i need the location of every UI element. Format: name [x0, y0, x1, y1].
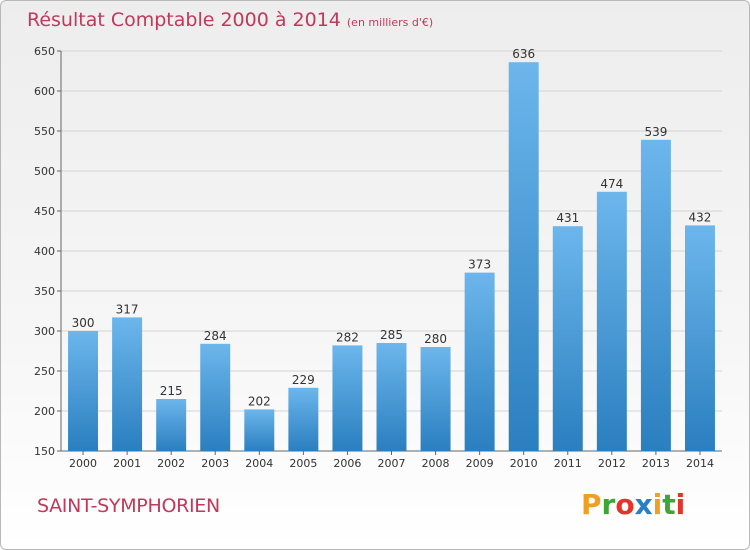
y-tick-label: 500 [34, 165, 55, 178]
chart-title: Résultat Comptable 2000 à 2014 (en millie… [27, 9, 433, 31]
bar [156, 399, 187, 451]
y-tick-label: 600 [34, 85, 55, 98]
bar-value-label: 431 [556, 211, 579, 225]
bar [376, 343, 407, 451]
x-tick-label: 2003 [201, 457, 229, 470]
y-tick-label: 200 [34, 405, 55, 418]
bar-value-label: 215 [160, 384, 183, 398]
y-tick-label: 550 [34, 125, 55, 138]
bar-value-label: 373 [468, 258, 491, 272]
data-labels: 300 317 215 284 202 229 282 285 280 373 636 431 474 5… [72, 47, 712, 408]
x-tick-label: 2001 [113, 457, 141, 470]
x-tick-label: 2005 [289, 457, 317, 470]
x-tick-label: 2006 [333, 457, 361, 470]
bar-value-label: 432 [689, 210, 712, 224]
bar [200, 343, 231, 451]
bar [596, 191, 627, 452]
commune-name: SAINT-SYMPHORIEN [37, 495, 220, 517]
bar-value-label: 317 [116, 302, 139, 316]
logo-letter: x [634, 488, 653, 521]
bar [244, 409, 275, 451]
bar-value-label: 474 [600, 177, 623, 191]
bar [332, 345, 363, 451]
bar-value-label: 285 [380, 328, 403, 342]
proxiti-logo[interactable]: Proxiti [581, 488, 685, 521]
x-tick-label: 2000 [69, 457, 97, 470]
logo-letter: i [675, 488, 686, 521]
x-tick-label: 2014 [686, 457, 714, 470]
bar [68, 331, 99, 451]
bar [552, 226, 583, 451]
y-tick-label: 150 [34, 445, 55, 458]
chart-subtitle: (en milliers d'€) [346, 16, 434, 29]
bar [464, 272, 495, 451]
bar [684, 225, 715, 451]
logo-letter: P [581, 488, 602, 521]
y-tick-label: 350 [34, 285, 55, 298]
x-tick-label: 2009 [466, 457, 494, 470]
y-tick-label: 400 [34, 245, 55, 258]
x-tick-label: 2012 [598, 457, 626, 470]
logo-letter: i [652, 488, 663, 521]
bar-value-label: 284 [204, 329, 227, 343]
y-tick-label: 300 [34, 325, 55, 338]
bars [68, 62, 715, 452]
bar-value-label: 229 [292, 373, 315, 387]
bar [420, 347, 451, 451]
y-tick-label: 450 [34, 205, 55, 218]
x-tick-label: 2013 [642, 457, 670, 470]
bar-value-label: 300 [72, 316, 95, 330]
bar [508, 62, 539, 451]
bar [640, 139, 671, 452]
y-tick-label: 250 [34, 365, 55, 378]
x-tick-label: 2004 [245, 457, 273, 470]
bar [288, 387, 319, 451]
logo-letter: o [615, 488, 635, 521]
bar [112, 317, 143, 451]
logo-letter: r [601, 488, 616, 521]
x-tick-label: 2010 [510, 457, 538, 470]
x-tick-label: 2008 [422, 457, 450, 470]
bar-value-label: 202 [248, 394, 271, 408]
logo-letter: t [662, 488, 676, 521]
y-tick-label: 650 [34, 45, 55, 58]
bar-value-label: 539 [644, 125, 667, 139]
chart-title-text: Résultat Comptable 2000 à 2014 [27, 9, 341, 31]
x-tick-label: 2002 [157, 457, 185, 470]
x-tick-label: 2007 [378, 457, 406, 470]
bar-value-label: 280 [424, 332, 447, 346]
bar-value-label: 282 [336, 330, 359, 344]
x-tick-label: 2011 [554, 457, 582, 470]
bar-value-label: 636 [512, 47, 535, 61]
